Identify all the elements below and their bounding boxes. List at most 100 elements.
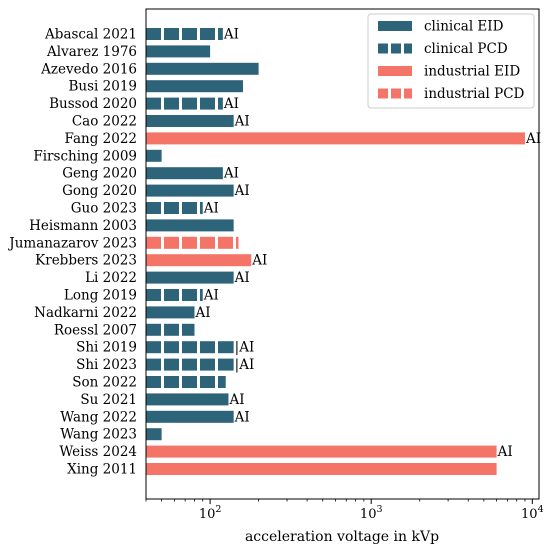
bar-fill bbox=[146, 149, 162, 162]
category-label: Firsching 2009 bbox=[33, 148, 137, 164]
ai-label: AI bbox=[234, 114, 250, 130]
legend-frame bbox=[367, 13, 535, 109]
bar-fill bbox=[146, 358, 234, 371]
bar-wang-2022 bbox=[146, 410, 234, 423]
bar-azevedo-2016 bbox=[146, 62, 259, 75]
legend-swatch-gap bbox=[401, 87, 404, 100]
bar-weiss-2024 bbox=[146, 445, 497, 458]
bar-krebbers-2023 bbox=[146, 254, 252, 267]
ai-label: AI bbox=[203, 201, 219, 217]
bar-fill bbox=[146, 463, 497, 475]
bar-dash-gap bbox=[215, 340, 218, 355]
bar-dash-gap bbox=[197, 357, 200, 372]
bar-fill bbox=[146, 271, 234, 284]
bar-fill bbox=[146, 410, 234, 423]
category-label: Xing 2011 bbox=[67, 462, 137, 478]
category-label: Weiss 2024 bbox=[59, 444, 137, 460]
bar-fill bbox=[146, 97, 223, 110]
bar-dash-gap bbox=[161, 96, 164, 111]
bar-dash-gap bbox=[197, 288, 200, 302]
legend-label: industrial EID bbox=[424, 64, 520, 80]
category-label: Li 2022 bbox=[85, 270, 137, 286]
category-label: Guo 2023 bbox=[71, 201, 137, 217]
bar-dash-gap bbox=[179, 235, 182, 250]
bar-dash-gap bbox=[161, 288, 164, 302]
bar-dash-gap bbox=[197, 375, 200, 389]
category-label: Long 2019 bbox=[64, 288, 137, 304]
category-label: Nadkarni 2022 bbox=[34, 305, 137, 321]
bar-dash-gap bbox=[179, 201, 182, 215]
ai-label: |AI bbox=[235, 357, 255, 373]
bar-su-2021 bbox=[146, 393, 229, 406]
bar-dash-gap bbox=[215, 96, 218, 111]
category-label: Roessl 2007 bbox=[54, 322, 137, 338]
ai-label: AI bbox=[251, 253, 267, 269]
bar-dash-gap bbox=[197, 340, 200, 355]
bar-bussod-2020 bbox=[146, 96, 223, 111]
bar-dash-gap bbox=[179, 340, 182, 355]
x-tick-label: 102 bbox=[199, 504, 222, 522]
legend-swatch bbox=[378, 88, 412, 99]
legend-swatch-gap bbox=[388, 42, 391, 55]
category-label: Shi 2019 bbox=[76, 340, 137, 356]
legend-swatch bbox=[378, 21, 412, 31]
x-axis: 102 103 104 bbox=[145, 499, 544, 522]
ai-label: |AI bbox=[235, 340, 255, 356]
bar-dash-gap bbox=[179, 357, 182, 372]
bar-geng-2020 bbox=[146, 167, 223, 180]
bar-dash-gap bbox=[161, 375, 164, 389]
bar-dash-gap bbox=[179, 288, 182, 302]
bar-dash-gap bbox=[215, 27, 218, 41]
bar-dash-gap bbox=[161, 27, 164, 41]
ai-label: AI bbox=[223, 27, 239, 43]
category-label: Wang 2023 bbox=[60, 427, 137, 443]
bar-fill bbox=[146, 236, 239, 249]
bar-fill bbox=[146, 428, 162, 441]
bar-abascal-2021 bbox=[146, 27, 223, 41]
bar-wang-2023 bbox=[146, 428, 162, 441]
ai-label: AI bbox=[223, 96, 239, 112]
x-tick-label: 104 bbox=[521, 504, 544, 522]
bar-dash-gap bbox=[179, 27, 182, 41]
bar-dash-gap bbox=[197, 27, 200, 41]
legend-swatch-gap bbox=[388, 87, 391, 100]
bar-fill bbox=[146, 184, 234, 197]
bar-dash-gap bbox=[161, 322, 164, 337]
bar-gong-2020 bbox=[146, 184, 234, 197]
bar-cao-2022 bbox=[146, 115, 234, 127]
bars-layer bbox=[146, 27, 525, 475]
legend-entry-clinical-pcd: clinical PCD bbox=[378, 41, 508, 57]
legend-entry-industrial-pcd: industrial PCD bbox=[378, 86, 525, 102]
bar-guo-2023 bbox=[146, 201, 203, 215]
bar-dash-gap bbox=[161, 201, 164, 215]
bar-fill bbox=[146, 289, 203, 301]
bar-dash-gap bbox=[197, 235, 200, 250]
x-tick-label: 103 bbox=[360, 504, 383, 522]
category-label: Busi 2019 bbox=[68, 79, 137, 95]
category-label: Fang 2022 bbox=[65, 131, 137, 147]
bar-fill bbox=[146, 62, 259, 75]
bar-roessl-2007 bbox=[146, 322, 195, 337]
bar-busi-2019 bbox=[146, 80, 243, 93]
bar-fill bbox=[146, 28, 223, 40]
category-label: Krebbers 2023 bbox=[35, 253, 137, 269]
category-label: Cao 2022 bbox=[72, 114, 137, 130]
legend-entry-clinical-eid: clinical EID bbox=[378, 19, 504, 35]
bar-dash-gap bbox=[197, 96, 200, 111]
bar-fill bbox=[146, 445, 497, 458]
ai-label: AI bbox=[228, 392, 244, 408]
bar-dash-gap bbox=[161, 235, 164, 250]
legend-label: clinical EID bbox=[424, 19, 504, 35]
bar-dash-gap bbox=[215, 375, 218, 389]
bar-heismann-2003 bbox=[146, 219, 234, 232]
category-label: Jumanazarov 2023 bbox=[7, 235, 137, 251]
category-label: Bussod 2020 bbox=[49, 96, 137, 112]
category-label: Azevedo 2016 bbox=[40, 61, 137, 77]
category-label: Heismann 2003 bbox=[29, 218, 137, 234]
bar-fill bbox=[146, 115, 234, 127]
legend-label: industrial PCD bbox=[424, 86, 525, 102]
bar-dash-gap bbox=[215, 235, 218, 250]
plot-frame bbox=[145, 8, 540, 500]
